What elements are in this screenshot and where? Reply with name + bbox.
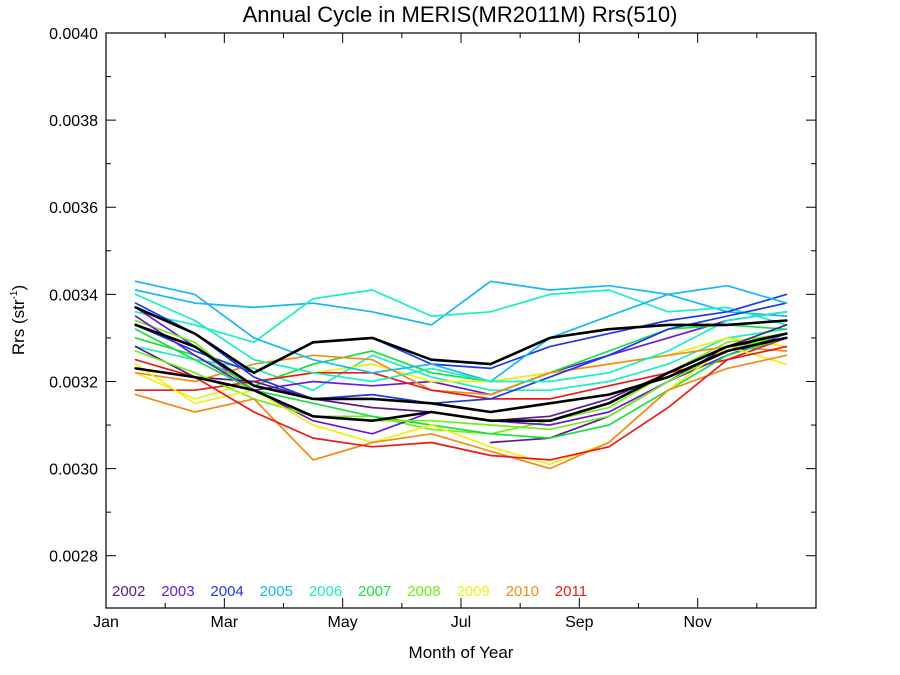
series-line-2010 bbox=[134, 354, 788, 470]
series-line-2006 bbox=[134, 293, 788, 383]
series-line-2009 bbox=[134, 345, 788, 466]
y-tick-labels: 0.0028 0.0030 0.0032 0.0034 0.0036 0.0038 0.00… bbox=[49, 26, 98, 566]
chart-title: Annual Cycle in MERIS(MR2011M) Rrs(510) bbox=[243, 2, 678, 27]
series-line-black bbox=[134, 306, 788, 375]
series-line-extra bbox=[134, 337, 788, 400]
series-line-2011 bbox=[134, 345, 788, 461]
y-tick-label: 0.0034 bbox=[49, 287, 98, 304]
legend-item-2007: 2007 bbox=[358, 583, 391, 600]
legend-item-2004: 2004 bbox=[210, 583, 243, 600]
legend-item-2002: 2002 bbox=[112, 583, 145, 600]
series-line-extra bbox=[134, 289, 788, 344]
series-line-black bbox=[134, 332, 788, 422]
y-axis-label-sup: -1 bbox=[9, 290, 20, 299]
x-tick-label: Jan bbox=[93, 614, 119, 631]
series-line-black bbox=[134, 323, 788, 414]
legend: 2002 2003 2004 2005 2006 2007 2008 2009 2010 2011 bbox=[112, 583, 587, 600]
y-axis-label: Rrs (str-1) bbox=[9, 285, 28, 355]
y-axis-label-close: ) bbox=[9, 285, 28, 291]
x-tick-label: Mar bbox=[211, 614, 239, 631]
y-tick-label: 0.0040 bbox=[49, 26, 98, 43]
y-tick-label: 0.0028 bbox=[49, 549, 98, 566]
x-axis-label: Month of Year bbox=[409, 643, 514, 662]
legend-item-2011: 2011 bbox=[555, 583, 587, 600]
y-tick-label: 0.0036 bbox=[49, 200, 98, 217]
x-tick-label: Nov bbox=[683, 614, 711, 631]
x-tick-label: May bbox=[328, 614, 358, 631]
legend-item-2003: 2003 bbox=[161, 583, 194, 600]
series-line-2008 bbox=[134, 332, 788, 431]
x-tick-labels: Jan Mar May Jul Sep Nov bbox=[93, 614, 712, 631]
y-tick-label: 0.0030 bbox=[49, 462, 98, 479]
axis-ticks bbox=[105, 32, 817, 608]
y-tick-label: 0.0038 bbox=[49, 113, 98, 130]
series-line-2004 bbox=[134, 302, 788, 405]
legend-item-2006: 2006 bbox=[309, 583, 342, 600]
y-axis-label-main: Rrs (str bbox=[9, 299, 28, 355]
y-tick-label: 0.0032 bbox=[49, 374, 98, 391]
plot-lines bbox=[134, 280, 788, 470]
legend-item-2008: 2008 bbox=[407, 583, 440, 600]
series-line-2005 bbox=[134, 280, 788, 383]
x-tick-label: Sep bbox=[565, 614, 594, 631]
x-tick-label: Jul bbox=[451, 614, 471, 631]
legend-item-2005: 2005 bbox=[260, 583, 293, 600]
legend-item-2010: 2010 bbox=[506, 583, 539, 600]
series-line-extra bbox=[134, 280, 788, 326]
legend-item-2009: 2009 bbox=[456, 583, 489, 600]
series-line-2007 bbox=[134, 328, 788, 439]
